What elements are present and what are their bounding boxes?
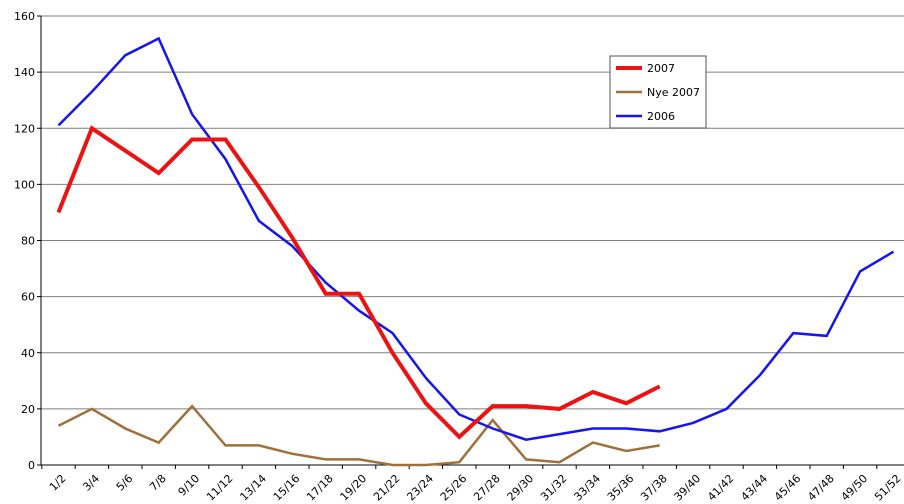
y-axis-ticks: 0 20 40 60 80 100 120 140 160 bbox=[14, 10, 41, 472]
series-line-2007 bbox=[56, 125, 661, 440]
x-tick-label: 9/10 bbox=[176, 472, 203, 499]
y-tick-label: 0 bbox=[28, 459, 35, 472]
legend-label: 2006 bbox=[647, 110, 675, 123]
x-tick-label: 25/26 bbox=[438, 472, 470, 504]
x-tick-label: 41/42 bbox=[705, 472, 737, 504]
y-tick-label: 40 bbox=[21, 347, 35, 360]
x-tick-label: 23/24 bbox=[404, 472, 436, 504]
x-tick-label: 27/28 bbox=[471, 472, 503, 504]
x-tick-label: 31/32 bbox=[538, 472, 570, 504]
x-tick-label: 43/44 bbox=[738, 472, 770, 504]
y-tick-label: 20 bbox=[21, 403, 35, 416]
y-tick-label: 120 bbox=[14, 122, 35, 135]
axes bbox=[40, 16, 904, 466]
y-tick-label: 160 bbox=[14, 10, 35, 23]
series-lines bbox=[56, 36, 895, 467]
x-tick-label: 13/14 bbox=[237, 472, 269, 504]
x-tick-label: 29/30 bbox=[505, 472, 537, 504]
x-tick-label: 33/34 bbox=[571, 472, 603, 504]
legend: 2007 Nye 2007 2006 bbox=[609, 55, 707, 129]
x-tick-label: 45/46 bbox=[772, 472, 804, 504]
x-tick-label: 7/8 bbox=[147, 472, 169, 494]
x-tick-label: 47/48 bbox=[805, 472, 837, 504]
y-tick-label: 100 bbox=[14, 178, 35, 191]
x-tick-label: 37/38 bbox=[638, 472, 670, 504]
x-tick-label: 21/22 bbox=[371, 472, 403, 504]
x-tick-label: 19/20 bbox=[338, 472, 370, 504]
series-line-nye-2007 bbox=[57, 404, 660, 467]
y-tick-label: 80 bbox=[21, 235, 35, 248]
x-tick-label: 11/12 bbox=[204, 472, 236, 504]
y-tick-label: 60 bbox=[21, 291, 35, 304]
x-tick-label: 51/52 bbox=[872, 472, 904, 504]
x-tick-label: 3/4 bbox=[80, 472, 102, 494]
x-axis-ticks: 1/2 3/4 5/6 7/8 9/10 11/12 13/14 15/16 17/18 19/2… bbox=[41, 465, 904, 504]
legend-label: 2007 bbox=[647, 62, 675, 75]
x-tick-label: 35/36 bbox=[605, 472, 637, 504]
y-tick-label: 140 bbox=[14, 66, 35, 79]
x-tick-label: 17/18 bbox=[304, 472, 336, 504]
x-tick-label: 15/16 bbox=[271, 472, 303, 504]
x-tick-label: 49/50 bbox=[839, 472, 871, 504]
series-line-2006 bbox=[57, 36, 895, 441]
x-tick-label: 1/2 bbox=[47, 472, 69, 494]
x-tick-label: 39/40 bbox=[672, 472, 704, 504]
x-tick-label: 5/6 bbox=[114, 472, 136, 494]
legend-label: Nye 2007 bbox=[647, 86, 700, 99]
gridlines bbox=[41, 15, 904, 410]
